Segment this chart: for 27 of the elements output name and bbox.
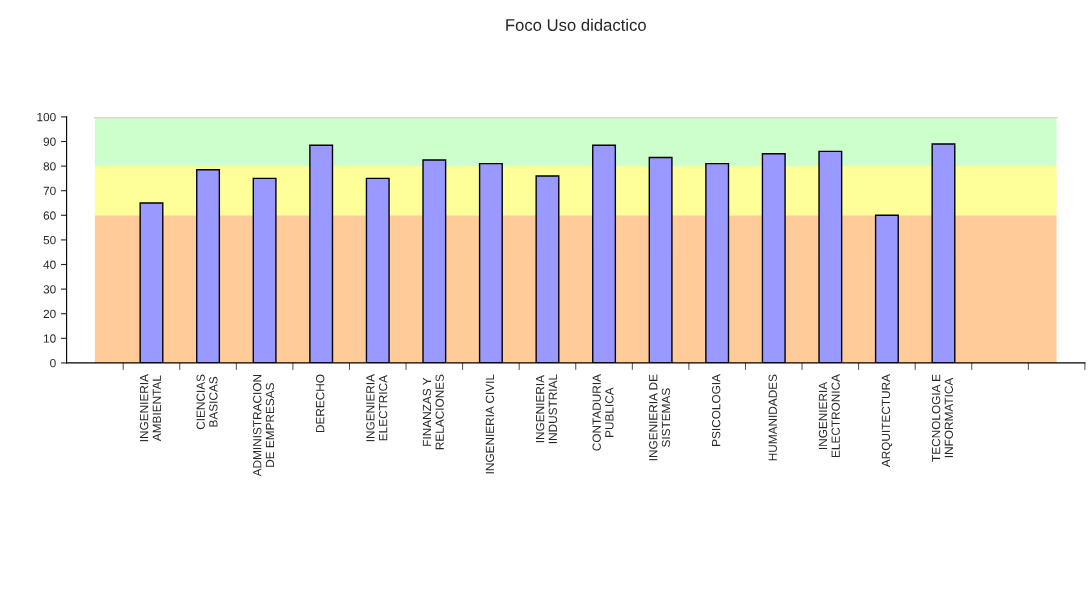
x-tick-label: ADMINISTRACION DE EMPRESAS [253, 374, 275, 477]
x-tick-label: INGENIERIA INDUSTRIAL [535, 374, 557, 444]
x-tick-label: FINANZAS Y RELACIONES [422, 374, 444, 450]
y-tick-label: 80 [43, 162, 56, 171]
x-tick-label: INGENIERIA ELECTRICA [366, 374, 388, 442]
y-tick-label: 10 [43, 334, 56, 343]
x-tick-label: CIENCIAS BASICAS [196, 374, 218, 430]
x-tick-label: CONTADURIA PUBLICA [592, 374, 614, 451]
y-tick-label: 0 [50, 358, 56, 368]
x-tick-label: HUMANIDADES [768, 374, 777, 461]
x-tick-label: TECNOLOGIA E INFORMATICA [931, 374, 953, 462]
y-tick-label: 60 [43, 211, 56, 220]
y-tick-label: 40 [43, 260, 56, 269]
y-tick-label: 50 [43, 235, 56, 245]
y-tick-label: 90 [43, 137, 56, 146]
x-tick-label: INGENIERIA ELECTRONICA [818, 374, 840, 458]
x-tick-label: DERECHO [315, 374, 325, 433]
x-tick-label: PSICOLOGIA [712, 374, 721, 446]
x-tick-label: ARQUITECTURA [881, 374, 893, 468]
y-tick-label: 70 [43, 186, 56, 196]
chart-title: Foco Uso didactico [506, 18, 646, 31]
y-tick-label: 30 [43, 285, 56, 294]
x-tick-label: INGENIERIA AMBIENTAL [139, 374, 161, 442]
y-tick-label: 100 [37, 112, 56, 122]
x-tick-label: INGENIERIA DE SISTEMAS [649, 374, 671, 461]
x-tick-label: INGENIERIA CIVIL [485, 374, 495, 474]
y-tick-label: 20 [43, 309, 56, 319]
